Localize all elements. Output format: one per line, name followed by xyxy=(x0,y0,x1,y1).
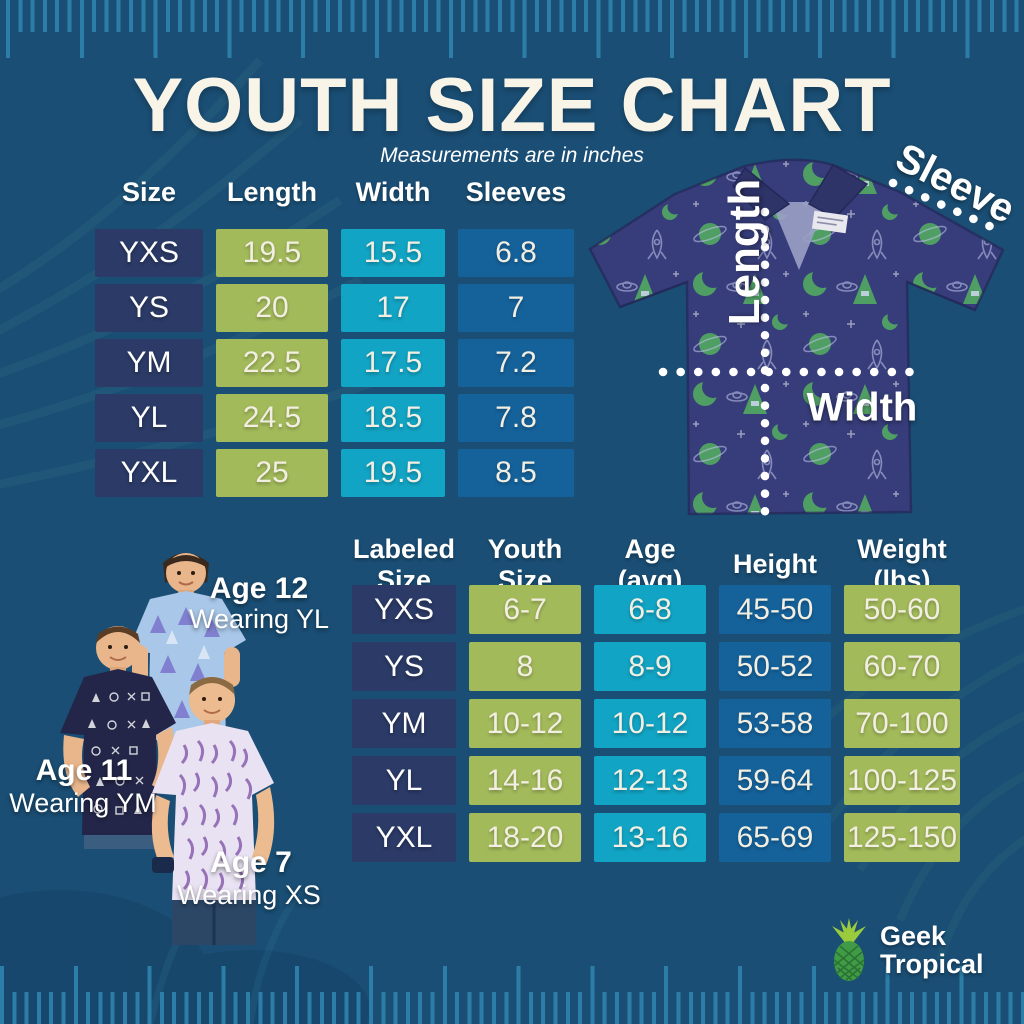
labeled-size-cell: YS xyxy=(352,642,456,691)
width-cell: 17 xyxy=(341,284,445,332)
page-subtitle: Measurements are in inches xyxy=(380,144,644,167)
weight-cell: 100-125 xyxy=(844,756,960,805)
sleeves-cell: 7 xyxy=(458,284,574,332)
shirt-tag xyxy=(811,210,849,234)
age-cell: 13-16 xyxy=(594,813,706,862)
youth-size-cell: 14-16 xyxy=(469,756,581,805)
width-cell: 18.5 xyxy=(341,394,445,442)
shirt-illustration-icon xyxy=(588,158,1010,527)
brand-logo: Geek Tropical xyxy=(826,916,984,984)
weight-cell: 70-100 xyxy=(844,699,960,748)
ruler-top-decoration xyxy=(0,0,1024,60)
labeled-size-cell: YXL xyxy=(352,813,456,862)
height-cell: 59-64 xyxy=(719,756,831,805)
youth-size-cell: 10-12 xyxy=(469,699,581,748)
weight-cell: 125-150 xyxy=(844,813,960,862)
size-measurement-table: Size Length Width Sleeves YXS 19.5 15.5 … xyxy=(95,174,574,497)
weight-cell: 60-70 xyxy=(844,642,960,691)
size-cell: YS xyxy=(95,284,203,332)
model-age-7-label: Age 7 xyxy=(210,846,292,879)
width-cell: 17.5 xyxy=(341,339,445,387)
measurement-dotted-lines xyxy=(658,178,1010,527)
youth-size-cell: 18-20 xyxy=(469,813,581,862)
sleeves-cell: 7.8 xyxy=(458,394,574,442)
size-cell: YXL xyxy=(95,449,203,497)
length-measure-label: Length xyxy=(720,178,769,326)
model-age-11-wearing-label: Wearing YM xyxy=(9,788,157,818)
labeled-size-cell: YM xyxy=(352,699,456,748)
fit-table-header-height: Height xyxy=(733,549,817,580)
width-cell: 19.5 xyxy=(341,449,445,497)
logo-name-line2: Tropical xyxy=(880,949,984,979)
shirt-diagram xyxy=(575,152,1020,537)
height-cell: 53-58 xyxy=(719,699,831,748)
size-cell: YM xyxy=(95,339,203,387)
weight-cell: 50-60 xyxy=(844,585,960,634)
width-cell: 15.5 xyxy=(341,229,445,277)
sleeves-cell: 8.5 xyxy=(458,449,574,497)
fit-guide-table: Labeled Size Youth Size Age (avg) Height… xyxy=(352,528,960,862)
length-cell: 25 xyxy=(216,449,328,497)
age-cell: 8-9 xyxy=(594,642,706,691)
age-cell: 10-12 xyxy=(594,699,706,748)
length-cell: 20 xyxy=(216,284,328,332)
size-cell: YXS xyxy=(95,229,203,277)
age-cell: 6-8 xyxy=(594,585,706,634)
model-photos xyxy=(0,535,350,945)
model-age-12-wearing-label: Wearing YL xyxy=(188,604,330,634)
size-cell: YL xyxy=(95,394,203,442)
labeled-size-cell: YXS xyxy=(352,585,456,634)
size-table-header-sleeves: Sleeves xyxy=(465,177,567,208)
logo-name-line1: Geek xyxy=(880,920,947,951)
sleeves-cell: 6.8 xyxy=(458,229,574,277)
model-age-12-label: Age 12 xyxy=(209,572,309,605)
page-title: YOUTH SIZE CHART xyxy=(132,63,892,148)
model-age-7-wearing-label: Wearing XS xyxy=(177,880,321,910)
sleeves-cell: 7.2 xyxy=(458,339,574,387)
length-cell: 22.5 xyxy=(216,339,328,387)
model-photo-age-11 xyxy=(60,626,176,849)
model-age-11-label: Age 11 xyxy=(35,754,133,787)
size-table-header-length: Length xyxy=(227,177,317,208)
age-cell: 12-13 xyxy=(594,756,706,805)
size-table-header-size: Size xyxy=(121,177,177,208)
pineapple-icon xyxy=(832,918,866,981)
height-cell: 45-50 xyxy=(719,585,831,634)
shirt-collar-opening xyxy=(771,202,827,270)
model-photo-age-7 xyxy=(151,677,275,945)
height-cell: 65-69 xyxy=(719,813,831,862)
youth-size-cell: 6-7 xyxy=(469,585,581,634)
width-measure-label: Width xyxy=(806,385,918,430)
height-cell: 50-52 xyxy=(719,642,831,691)
length-cell: 24.5 xyxy=(216,394,328,442)
labeled-size-cell: YL xyxy=(352,756,456,805)
youth-size-cell: 8 xyxy=(469,642,581,691)
size-table-header-width: Width xyxy=(355,177,431,208)
length-cell: 19.5 xyxy=(216,229,328,277)
